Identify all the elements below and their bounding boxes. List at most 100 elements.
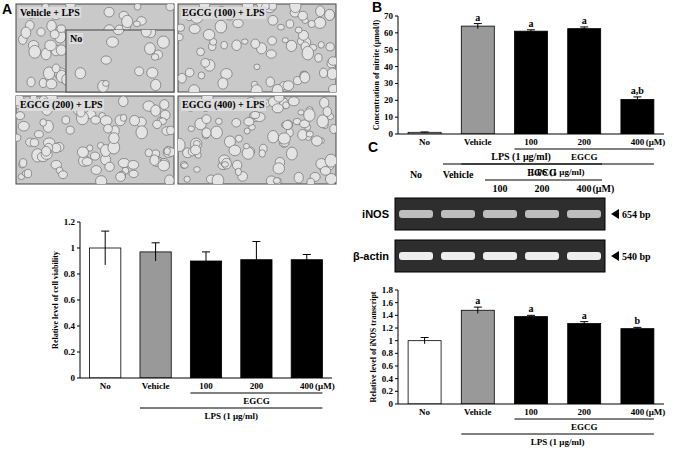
cell: [320, 167, 330, 176]
cell: [21, 27, 31, 38]
cell: [328, 57, 336, 66]
significance-label: a: [475, 295, 480, 306]
cell: [18, 121, 29, 131]
cell: [268, 37, 277, 45]
y-tick-label: 1: [71, 243, 76, 253]
y-axis-title: Relative level of cell viability: [51, 251, 60, 349]
y-tick-label: 1.2: [382, 323, 394, 333]
bracket-line: [461, 434, 654, 435]
group-label: EGCG: [243, 396, 270, 406]
cell: [197, 48, 205, 56]
y-axis-title: Concentration of nitrite (μmol/l): [372, 19, 381, 130]
cell: [191, 145, 201, 155]
cell: [90, 152, 99, 160]
treatment-label: LPS (1 μg/ml): [491, 151, 551, 163]
y-tick: [395, 49, 398, 50]
cell: [59, 171, 68, 179]
bar: [515, 317, 548, 404]
y-tick: [77, 326, 80, 327]
cell: [129, 170, 138, 177]
y-tick-label: 50: [384, 45, 394, 55]
cell: [298, 11, 307, 20]
cell: [302, 46, 314, 60]
cell: [34, 131, 43, 138]
lane-label: 200: [535, 183, 550, 194]
micrograph-label: EGCG (100) + LPS: [182, 7, 265, 19]
error-line: [477, 307, 478, 313]
y-tick: [395, 100, 398, 101]
y-tick-label: 0.6: [64, 295, 76, 305]
cell: [56, 45, 66, 55]
error-line: [424, 338, 425, 344]
y-tick: [77, 378, 80, 379]
y-tick: [77, 352, 80, 353]
y-tick-label: 1.6: [382, 298, 394, 308]
band-name: iNOS: [362, 208, 389, 220]
y-tick: [395, 391, 398, 392]
cell: [160, 100, 169, 110]
cell-texture: [75, 30, 169, 92]
micrograph: [178, 96, 336, 184]
cell: [98, 80, 109, 92]
cell: [325, 9, 335, 20]
x-tick-label: 200: [250, 381, 264, 391]
bar: [621, 99, 654, 134]
error-bar: [474, 307, 482, 313]
y-tick-label: 60: [384, 28, 394, 38]
cell: [185, 68, 194, 76]
cell: [104, 124, 113, 133]
cell: [288, 97, 299, 106]
x-tick-label: 200: [577, 137, 591, 147]
band-size: 540 bp: [622, 251, 651, 262]
cell: [327, 68, 336, 80]
cell: [119, 96, 129, 107]
cell: [189, 24, 200, 33]
arrow: [611, 251, 619, 261]
cell: [286, 40, 296, 51]
cell: [178, 138, 185, 151]
cell: [37, 28, 45, 36]
bar: [461, 310, 494, 404]
significance-label: a,b: [631, 85, 645, 96]
cell: [167, 126, 174, 135]
cell: [178, 24, 185, 32]
cell: [75, 68, 86, 79]
cell: [314, 17, 326, 28]
cell: [113, 30, 123, 35]
cell: [136, 126, 147, 139]
cell: [283, 81, 294, 91]
bracket-line: [485, 180, 602, 181]
cell: [103, 81, 109, 87]
error-bar: [252, 242, 260, 278]
error-cap: [474, 23, 482, 24]
panel-letter: B: [372, 0, 382, 15]
bar: [140, 252, 171, 378]
significance-label: a: [529, 303, 534, 314]
error-bar: [421, 338, 429, 344]
cell: [323, 107, 331, 117]
y-tick: [395, 315, 398, 316]
micrograph: [16, 4, 174, 92]
cell: [229, 145, 241, 156]
y-tick-label: 0: [389, 399, 394, 409]
lane-label: Vehicle: [443, 169, 474, 180]
cell: [130, 115, 140, 125]
error-line: [477, 24, 478, 29]
cell: [235, 135, 242, 142]
bar: [515, 31, 548, 134]
cell: [251, 85, 262, 92]
cell: [212, 174, 224, 184]
error-cap: [101, 231, 109, 232]
bar: [90, 248, 121, 378]
unit-label: (μM): [646, 407, 666, 417]
x-tick-label: 100: [199, 381, 213, 391]
cell: [104, 7, 114, 17]
cell: [82, 158, 92, 166]
cell: [46, 79, 57, 89]
y-axis: [398, 16, 399, 134]
cell: [62, 116, 70, 124]
cell: [202, 115, 211, 124]
y-tick: [395, 117, 398, 118]
cell: [251, 39, 260, 48]
cell: [319, 68, 327, 78]
